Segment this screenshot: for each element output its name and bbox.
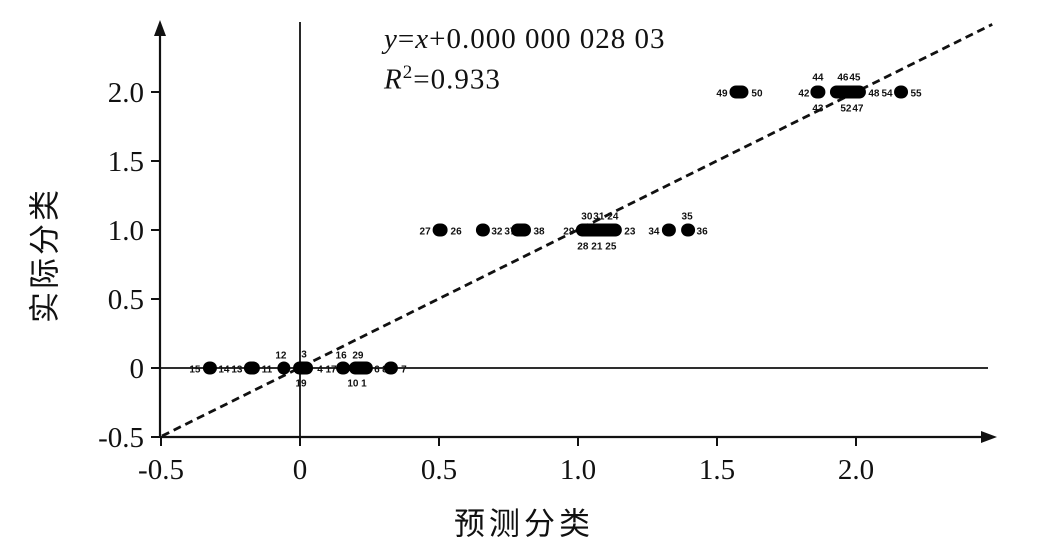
y-tick-label: 2.0 [108, 77, 144, 109]
point-label: 30 [581, 212, 593, 223]
y-tick-label: -0.5 [98, 422, 144, 454]
data-point [243, 361, 260, 375]
point-label: 38 [533, 227, 545, 238]
data-point [277, 361, 291, 375]
point-label: 47 [852, 104, 864, 115]
point-label: 45 [849, 73, 861, 84]
point-label: 42 [798, 89, 810, 100]
point-label: 14 [218, 365, 230, 376]
data-point [681, 223, 696, 237]
data-point [729, 85, 749, 99]
point-label: 48 [868, 89, 880, 100]
data-point [575, 223, 622, 237]
point-label: 46 [837, 73, 849, 84]
point-label: 4 [317, 365, 323, 376]
point-label: 32 [491, 227, 503, 238]
point-label: 19 [295, 379, 307, 390]
point-label: 43 [812, 104, 824, 115]
point-label: 12 [275, 351, 287, 362]
data-point [475, 223, 490, 237]
data-point [894, 85, 909, 99]
point-label: 15 [189, 365, 201, 376]
point-label: 28 [577, 242, 589, 253]
equation-line1: y=x+0.000 000 028 03 [384, 23, 666, 55]
point-label: 24 [607, 212, 619, 223]
x-axis-label: 预测分类 [454, 506, 594, 542]
point-label: 1 [361, 379, 367, 390]
y-tick-label: 0 [130, 353, 145, 385]
point-label: 27 [420, 227, 432, 238]
point-label: 7 [401, 365, 407, 376]
equation-annotation: y=x+0.000 000 028 03 R2=0.933 [384, 22, 665, 97]
point-label: 26 [451, 227, 463, 238]
x-tick-label: 2.0 [838, 454, 874, 486]
point-label: 34 [648, 227, 660, 238]
x-tick-label: 1.0 [560, 454, 596, 486]
data-point [336, 361, 351, 375]
point-label: 54 [881, 89, 893, 100]
point-label: 49 [716, 89, 728, 100]
y-tick-label: 0.5 [108, 284, 144, 316]
y-axis-label: 实际分类 [27, 187, 63, 323]
data-point [810, 85, 826, 99]
x-tick-label: 0 [293, 454, 308, 486]
data-point [348, 361, 373, 375]
point-label: 17 [325, 365, 337, 376]
y-axis-arrow [154, 20, 166, 36]
data-point [432, 223, 448, 237]
point-label: 6 [374, 365, 380, 376]
x-tick-label: -0.5 [138, 454, 184, 486]
data-point [661, 223, 676, 237]
point-label: 23 [624, 227, 636, 238]
data-point [293, 361, 314, 375]
point-label: 25 [605, 242, 617, 253]
point-label: 35 [682, 212, 694, 223]
data-point [511, 223, 532, 237]
data-point [202, 361, 217, 375]
point-label: 10 [347, 379, 359, 390]
point-label: 36 [697, 227, 709, 238]
point-label: 37 [504, 227, 516, 238]
point-label: 55 [910, 89, 922, 100]
data-point [383, 361, 398, 375]
point-label: 52 [840, 104, 852, 115]
point-label: 29 [563, 227, 575, 238]
point-label: 29 [352, 351, 364, 362]
x-axis-arrow [981, 431, 997, 443]
point-label: 31 [593, 212, 605, 223]
point-label: 13 [231, 365, 243, 376]
point-label: 11 [262, 365, 273, 376]
x-tick-label: 0.5 [421, 454, 457, 486]
point-label: 3 [301, 350, 307, 361]
point-label: 21 [591, 242, 603, 253]
data-point [829, 85, 866, 99]
x-tick-label: 1.5 [699, 454, 735, 486]
equation-line2: R2=0.933 [384, 62, 501, 96]
point-label: 16 [336, 351, 348, 362]
point-label: 50 [751, 89, 763, 100]
y-tick-label: 1.5 [108, 146, 144, 178]
point-label: 44 [812, 73, 824, 84]
y-tick-label: 1.0 [108, 215, 144, 247]
